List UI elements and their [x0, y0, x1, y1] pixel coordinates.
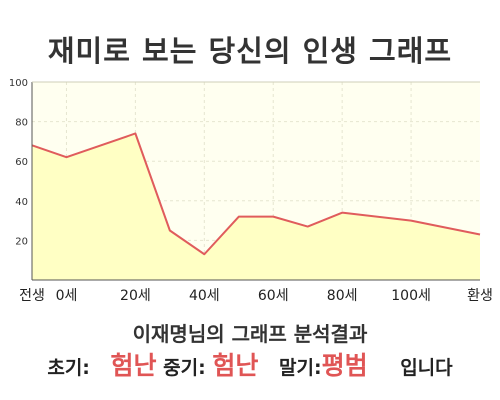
y-tick-label: 60 [15, 157, 28, 168]
series-line [31, 132, 481, 256]
x-tick-label: 전생 [19, 288, 45, 304]
x-tick-label: 60세 [258, 288, 289, 304]
x-tick-label: 40세 [189, 288, 220, 304]
mid-label: 중기: [163, 357, 206, 379]
result-summary: 초기: 험난 중기: 험난 말기:평범 입니다 [0, 346, 500, 382]
mid-value: 험난 [212, 351, 259, 380]
y-tick-label: 20 [15, 236, 28, 247]
suffix-text: 입니다 [400, 357, 453, 379]
x-tick-label: 20세 [120, 288, 151, 304]
early-value: 험난 [110, 351, 157, 380]
x-tick-label: 환생 [467, 288, 493, 304]
y-tick-label: 100 [9, 78, 28, 89]
y-tick-label: 80 [15, 118, 28, 129]
late-label: 말기: [279, 357, 322, 379]
y-tick-label: 40 [15, 197, 28, 208]
result-heading: 이재명님의 그래프 분석결과 [132, 322, 368, 346]
x-tick-label: 100세 [391, 288, 431, 304]
early-label: 초기: [47, 357, 90, 379]
late-value: 평범 [321, 351, 368, 380]
x-tick-label: 80세 [327, 288, 358, 304]
chart-title: 재미로 보는 당신의 인생 그래프 [47, 34, 453, 68]
x-tick-label: 0세 [56, 288, 78, 304]
series-area [32, 133, 480, 280]
